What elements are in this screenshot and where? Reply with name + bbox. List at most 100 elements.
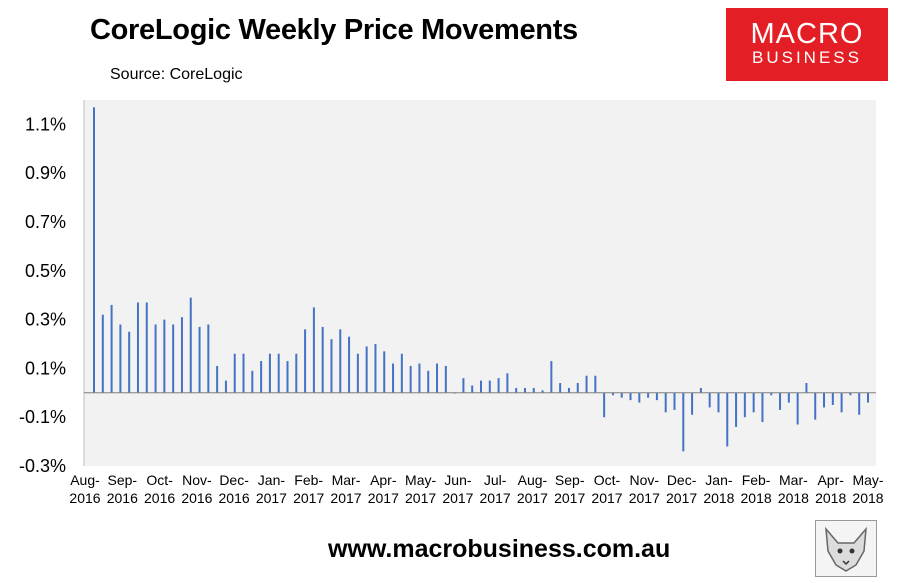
price-movement-bar (673, 392, 676, 410)
price-movement-bar (735, 392, 738, 427)
price-movement-bar (515, 387, 518, 393)
price-movement-bar (726, 392, 729, 447)
price-movement-bar (779, 392, 782, 410)
price-movement-bar (532, 387, 535, 393)
macrobusiness-logo: MACRO BUSINESS (726, 8, 888, 81)
price-movement-bar (233, 353, 236, 393)
price-movement-bar (814, 392, 817, 420)
price-movement-bar (277, 353, 280, 393)
chart-source: Source: CoreLogic (110, 66, 243, 83)
x-tick-month-label: May- (852, 472, 883, 488)
price-movement-bar (655, 392, 658, 401)
price-movement-bar (304, 329, 307, 393)
price-movement-bar (216, 365, 219, 393)
x-tick-year-label: 2016 (219, 490, 250, 506)
price-movement-bar (119, 324, 122, 393)
price-movement-bar (400, 353, 403, 393)
price-movement-bar (620, 392, 623, 398)
price-movement-bar (567, 387, 570, 393)
price-movement-bar (198, 326, 201, 393)
price-movement-bar (312, 307, 315, 393)
price-movement-bar (849, 392, 852, 396)
price-movement-bar (717, 392, 720, 413)
price-movement-bar (603, 392, 606, 418)
price-movement-bar (444, 365, 447, 393)
x-tick-year-label: 2017 (293, 490, 324, 506)
price-movement-bar (691, 392, 694, 415)
x-tick-month-label: Sep- (555, 472, 585, 488)
x-tick-month-label: Sep- (108, 472, 138, 488)
x-axis: Aug- 2016 Sep- 2016 Oct- 2016 Nov- 2016 Dec- 2016… (69, 472, 883, 506)
price-movement-bar (392, 363, 395, 393)
y-tick-label: 0.1% (25, 358, 66, 378)
price-movement-bar (462, 378, 465, 393)
x-tick-month-label: Dec- (219, 472, 249, 488)
price-movement-bar (682, 392, 685, 452)
price-movement-bar (629, 392, 632, 401)
y-tick-label: -0.3% (19, 456, 66, 476)
x-tick-month-label: May- (405, 472, 436, 488)
x-tick-year-label: 2017 (554, 490, 585, 506)
x-tick-month-label: Feb- (742, 472, 771, 488)
price-movement-bar (858, 392, 861, 415)
price-movement-bar (374, 344, 377, 393)
price-movement-bar (268, 353, 271, 393)
price-movement-bar (585, 375, 588, 393)
price-movement-bar (497, 378, 500, 393)
price-movement-bar (136, 302, 139, 393)
price-movement-bar (743, 392, 746, 418)
x-tick-month-label: Apr- (817, 472, 844, 488)
price-movement-bar (286, 361, 289, 393)
price-movement-bar (594, 375, 597, 393)
price-movement-bar (145, 302, 148, 393)
price-movement-bar (805, 383, 808, 393)
price-movement-bar (831, 392, 834, 405)
x-tick-month-label: Nov- (630, 472, 660, 488)
x-tick-month-label: Jul- (484, 472, 507, 488)
price-movement-bar (172, 324, 175, 393)
price-movement-bar (110, 304, 113, 393)
x-tick-month-label: Dec- (667, 472, 697, 488)
price-movement-bar (770, 392, 773, 396)
price-movement-bar (752, 392, 755, 413)
price-movement-bar (427, 370, 430, 393)
price-movement-bar (523, 387, 526, 393)
x-tick-year-label: 2017 (330, 490, 361, 506)
logo-line-1: MACRO (750, 18, 864, 50)
price-movement-bar (339, 329, 342, 393)
price-movement-bar (356, 353, 359, 393)
price-movement-bar (471, 385, 474, 393)
x-tick-year-label: 2016 (69, 490, 100, 506)
plot-area (84, 100, 876, 466)
y-tick-label: 1.1% (25, 114, 66, 134)
x-tick-year-label: 2018 (741, 490, 772, 506)
price-movement-bar (93, 107, 95, 393)
fox-mascot-icon (815, 520, 877, 577)
price-movement-bar (251, 370, 254, 393)
price-movement-bar (611, 392, 614, 396)
price-movement-bar (365, 346, 368, 393)
price-movement-bar (128, 331, 131, 393)
price-movement-bar (207, 324, 210, 393)
x-tick-year-label: 2017 (480, 490, 511, 506)
x-tick-year-label: 2017 (405, 490, 436, 506)
x-tick-year-label: 2016 (181, 490, 212, 506)
x-tick-month-label: Aug- (70, 472, 100, 488)
price-movement-bar (699, 387, 702, 393)
price-movement-bar (189, 297, 192, 393)
price-movement-bar (541, 390, 544, 393)
x-tick-month-label: Oct- (146, 472, 173, 488)
price-movement-bar (647, 392, 650, 398)
price-movement-bar (224, 380, 227, 393)
x-tick-year-label: 2017 (517, 490, 548, 506)
bar-series (93, 107, 869, 452)
x-tick-month-label: Jan- (705, 472, 733, 488)
logo-line-2: BUSINESS (752, 48, 862, 67)
x-tick-year-label: 2017 (591, 490, 622, 506)
price-movement-bar (383, 351, 386, 393)
price-movement-bar (761, 392, 764, 423)
price-movement-bar (506, 373, 509, 393)
x-tick-year-label: 2017 (442, 490, 473, 506)
x-tick-year-label: 2017 (666, 490, 697, 506)
